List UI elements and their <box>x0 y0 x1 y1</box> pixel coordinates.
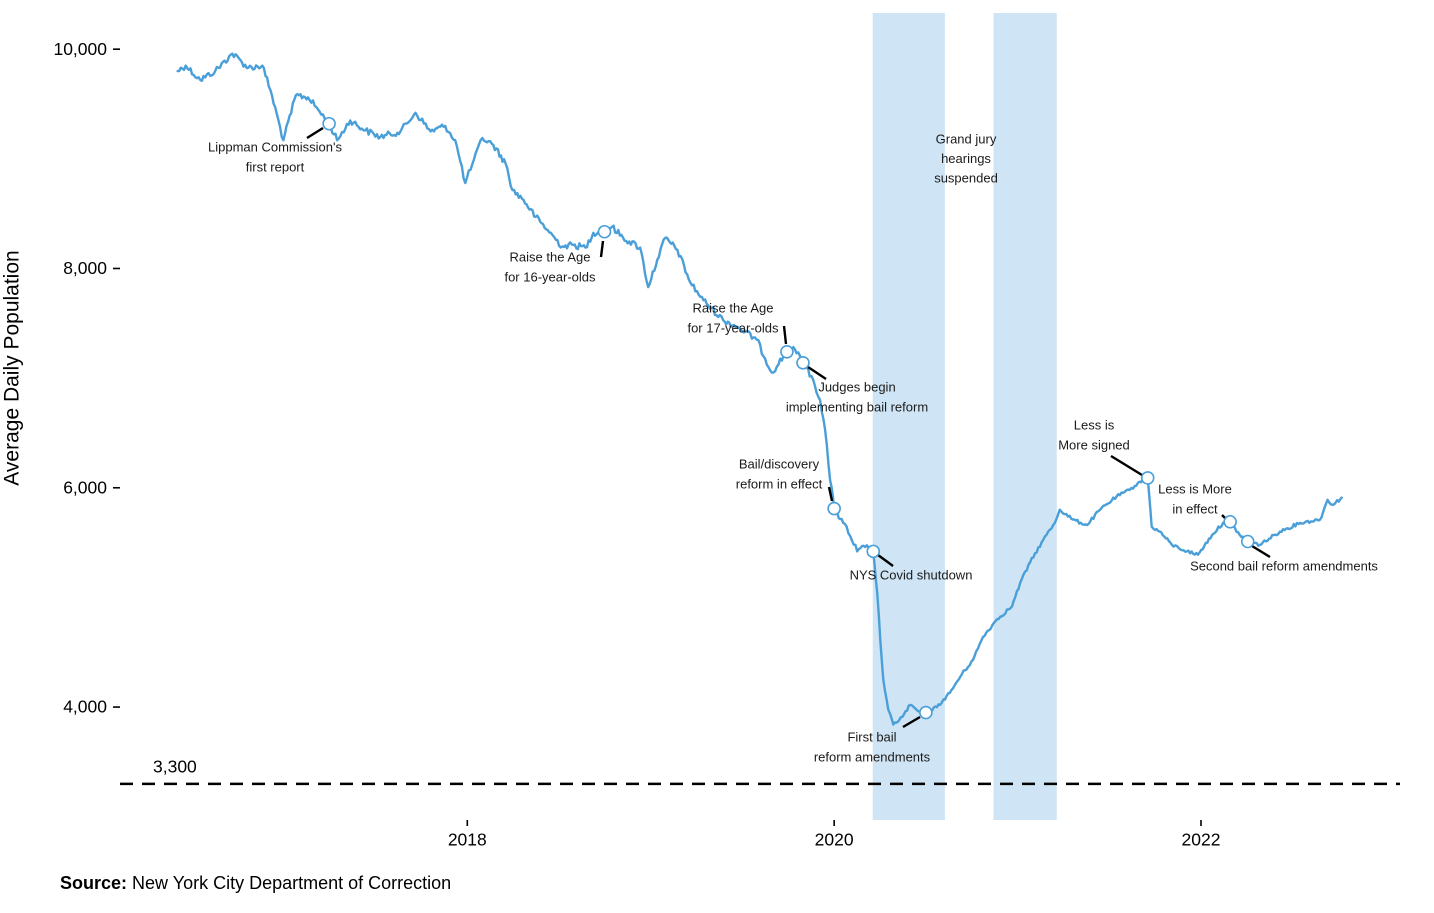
annotation-label-line: Judges begin <box>818 379 895 394</box>
annotation-amend2: Second bail reform amendments <box>1190 534 1378 573</box>
x-axis: 2018 2020 2022 <box>448 820 1221 850</box>
annotation-label-line: Less is <box>1074 417 1115 432</box>
shaded-period-label-line: hearings <box>941 151 991 166</box>
annotation-label-line: first report <box>246 159 305 174</box>
annotation-label: NYS Covid shutdown <box>850 567 973 582</box>
y-tick-label: 4,000 <box>63 697 107 717</box>
annotation-label: Bail/discovery reform in effect <box>736 456 823 491</box>
annotation-marker <box>827 501 841 516</box>
annotation-leader-line <box>807 366 827 380</box>
annotation-rta16: Raise the Age for 16-year-olds <box>504 224 612 284</box>
annotation-leader-line <box>877 554 894 567</box>
annotation-label-line: More signed <box>1058 437 1130 452</box>
annotation-leader-line <box>902 715 921 729</box>
annotation-label-line: Less is More <box>1158 481 1232 496</box>
shaded-period-label: Grand jury hearings suspended <box>934 131 998 185</box>
annotation-leader-line <box>827 486 834 502</box>
source-note: Source: New York City Department of Corr… <box>60 871 451 895</box>
annotation-label: Judges begin implementing bail reform <box>786 379 928 414</box>
annotation-rta17: Raise the Age for 17-year-olds <box>687 300 794 359</box>
reference-line-group: 3,300 <box>120 756 1400 786</box>
annotation-label: Second bail reform amendments <box>1190 558 1378 573</box>
annotation-leader-line <box>782 325 788 345</box>
annotation-bail: Bail/discovery reform in effect <box>736 456 841 516</box>
annotation-label-line: for 17-year-olds <box>687 320 779 335</box>
annotation-lippman: Lippman Commission's first report <box>208 116 342 174</box>
annotation-marker <box>780 345 794 359</box>
annotation-leader-line <box>306 126 324 140</box>
annotation-label: Less is More in effect <box>1158 481 1232 516</box>
annotation-label-line: Lippman Commission's <box>208 139 342 154</box>
annotation-label-line: reform amendments <box>814 749 931 764</box>
annotation-label: Raise the Age for 16-year-olds <box>504 249 596 284</box>
annotation-marker <box>796 355 810 370</box>
y-tick-label: 10,000 <box>53 39 107 59</box>
annotation-leader-line <box>1251 544 1271 559</box>
y-axis-title: Average Daily Population <box>1 250 24 485</box>
source-label: Source: <box>60 873 128 893</box>
annotation-label: Less is More signed <box>1058 417 1130 452</box>
annotation-lim_effect: Less is More in effect <box>1158 481 1237 529</box>
shaded-period-1 <box>993 13 1057 820</box>
annotation-marker <box>322 116 336 131</box>
annotations: Lippman Commission's first report Raise th… <box>208 116 1378 764</box>
y-tick-label: 8,000 <box>63 258 107 278</box>
shaded-period-label-line: Grand jury <box>936 131 997 146</box>
annotation-marker <box>1140 471 1155 485</box>
annotation-label-line: in effect <box>1172 501 1218 516</box>
annotation-label-line: First bail <box>847 729 896 744</box>
annotation-marker <box>1240 534 1255 549</box>
annotation-label: Lippman Commission's first report <box>208 139 342 174</box>
annotation-label-line: Raise the Age <box>693 300 774 315</box>
reference-line-label: 3,300 <box>153 756 197 776</box>
x-tick-label: 2018 <box>448 830 487 850</box>
annotation-label-line: for 16-year-olds <box>504 269 596 284</box>
annotation-label-line: Second bail reform amendments <box>1190 558 1378 573</box>
annotation-label: First bail reform amendments <box>814 729 931 764</box>
annotation-marker <box>597 224 612 239</box>
annotation-label-line: Raise the Age <box>510 249 591 264</box>
annotation-amend1: First bail reform amendments <box>814 705 933 764</box>
shaded-period-label-line: suspended <box>934 170 998 185</box>
shaded-period-0 <box>872 13 945 820</box>
x-tick-label: 2020 <box>815 830 854 850</box>
annotation-label-line: reform in effect <box>736 476 823 491</box>
annotation-leader-line <box>1110 454 1143 477</box>
annotation-leader-line <box>599 240 605 258</box>
annotation-covid: NYS Covid shutdown <box>850 544 973 582</box>
y-tick-label: 6,000 <box>63 477 107 497</box>
annotation-label-line: implementing bail reform <box>786 399 928 414</box>
annotation-label: Raise the Age for 17-year-olds <box>687 300 779 335</box>
source-text: New York City Department of Correction <box>132 873 452 893</box>
y-axis: 4,000 6,000 8,000 10,000 <box>53 39 120 717</box>
shaded-period-label-text: Grand jury hearings suspended <box>934 131 998 185</box>
annotation-marker <box>919 705 933 720</box>
x-tick-label: 2022 <box>1182 830 1221 850</box>
annotation-label-line: NYS Covid shutdown <box>850 567 973 582</box>
annotation-marker <box>1223 514 1237 529</box>
annotation-judges: Judges begin implementing bail reform <box>786 355 928 414</box>
series-line-average-daily-population <box>176 52 1343 726</box>
annotation-lim_signed: Less is More signed <box>1058 417 1155 485</box>
annotation-marker <box>866 544 881 559</box>
annotation-label-line: Bail/discovery <box>739 456 820 471</box>
